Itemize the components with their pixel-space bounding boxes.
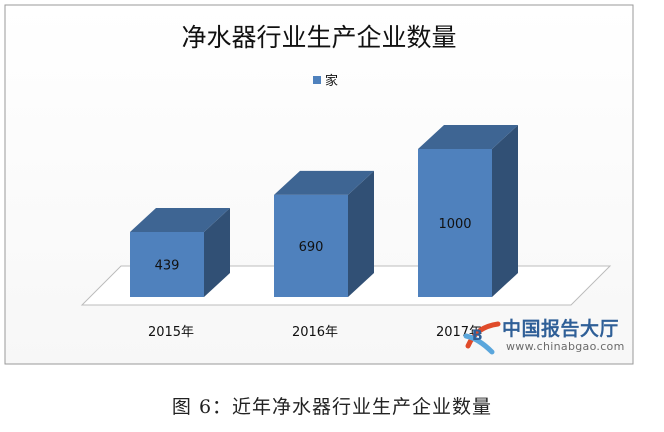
bar-value-label: 439: [155, 259, 180, 274]
watermark-logo-icon: B: [463, 321, 501, 355]
figure-caption: 图 6：近年净水器行业生产企业数量: [171, 396, 493, 418]
bar-front: [130, 232, 204, 297]
x-tick-label: 2016年: [292, 325, 338, 340]
bar-front: [418, 149, 492, 297]
legend-swatch: [313, 76, 321, 84]
bars-layer: 439 690 1000: [130, 125, 518, 297]
bar-top: [418, 125, 518, 149]
bar-2017年: 1000: [418, 125, 518, 297]
legend: 家: [313, 73, 338, 89]
bar-side: [492, 125, 518, 297]
bar-top: [274, 170, 374, 195]
watermark-logo-text: 中国报告大厅: [502, 318, 620, 340]
svg-text:B: B: [472, 328, 483, 344]
bar-value-label: 690: [299, 240, 324, 255]
bar-2016年: 690: [274, 170, 374, 297]
bar-top: [130, 208, 230, 233]
x-tick-label: 2015年: [148, 325, 194, 340]
chart-frame: 净水器行业生产企业数量 家 439 690 1000 2015年 2016年 2017年: [4, 4, 634, 365]
bar-2015年: 439: [130, 208, 230, 297]
bar-side: [348, 170, 374, 297]
legend-label: 家: [325, 73, 338, 89]
watermark: B 中国报告大厅 www.chinabgao.com: [462, 312, 658, 360]
bar-side: [204, 208, 230, 297]
bar-value-label: 1000: [438, 217, 471, 232]
bar-front: [274, 194, 348, 297]
chart-title: 净水器行业生产企业数量: [181, 23, 456, 52]
watermark-url: www.chinabgao.com: [506, 340, 625, 353]
